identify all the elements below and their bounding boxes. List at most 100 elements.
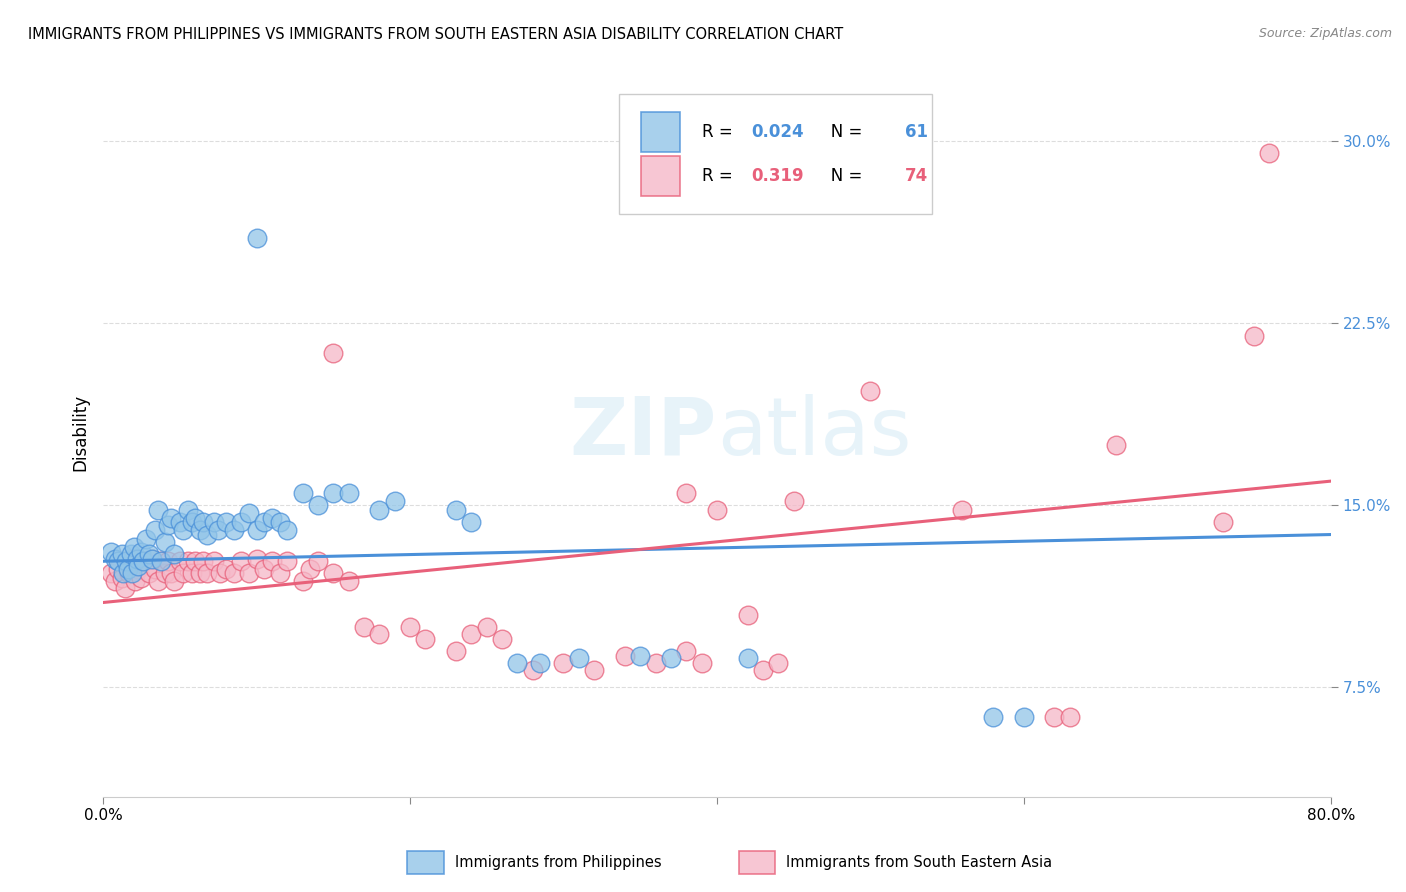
Point (269, 516, 291, 530)
Point (859, 384, 882, 399)
Point (159, 510, 181, 524)
Point (208, 566, 231, 581)
Point (444, 503, 467, 517)
Point (110, 571, 132, 585)
Point (181, 566, 204, 581)
Point (269, 566, 291, 581)
Text: Immigrants from South Eastern Asia: Immigrants from South Eastern Asia (786, 855, 1053, 870)
Point (1258, 146, 1281, 161)
Point (138, 547, 160, 561)
Point (245, 231, 267, 245)
Point (134, 554, 156, 568)
Point (222, 523, 245, 537)
Point (583, 664, 606, 678)
Point (135, 533, 157, 547)
Point (118, 566, 141, 581)
Point (238, 506, 260, 520)
Point (131, 544, 153, 558)
Point (644, 656, 666, 670)
Text: Source: ZipAtlas.com: Source: ZipAtlas.com (1258, 27, 1392, 40)
Text: Immigrants from Philippines: Immigrants from Philippines (456, 855, 662, 870)
Text: atlas: atlas (717, 393, 911, 472)
Point (782, 493, 804, 508)
Point (444, 644, 467, 658)
Point (460, 627, 482, 641)
Point (163, 547, 186, 561)
Point (150, 554, 173, 568)
Point (127, 559, 149, 574)
FancyBboxPatch shape (619, 94, 932, 214)
Point (299, 561, 322, 575)
Point (522, 664, 544, 678)
Point (737, 607, 759, 622)
Point (238, 566, 260, 581)
Point (184, 510, 207, 524)
Point (127, 561, 149, 575)
FancyBboxPatch shape (641, 112, 681, 153)
Point (613, 648, 636, 663)
Text: 0.319: 0.319 (751, 167, 804, 185)
Point (184, 554, 207, 568)
Point (148, 503, 170, 517)
Point (215, 561, 238, 575)
Point (191, 516, 214, 530)
Point (553, 656, 575, 670)
Point (628, 648, 651, 663)
Point (176, 503, 198, 517)
Point (475, 620, 498, 634)
Point (399, 620, 422, 634)
Point (307, 499, 329, 513)
Point (107, 561, 129, 575)
Point (197, 527, 219, 541)
Point (172, 566, 194, 581)
Point (752, 664, 775, 678)
Text: R =: R = (702, 167, 738, 185)
Point (245, 551, 267, 566)
Point (568, 651, 591, 665)
Point (172, 523, 194, 537)
Text: 61: 61 (904, 123, 928, 141)
Point (322, 566, 344, 581)
Point (415, 632, 437, 646)
Point (675, 644, 697, 658)
Point (260, 554, 283, 568)
Point (291, 486, 314, 500)
Point (100, 566, 122, 581)
Point (460, 516, 482, 530)
Point (1059, 709, 1081, 723)
Text: 0.024: 0.024 (751, 123, 804, 141)
Point (191, 554, 214, 568)
Point (153, 534, 176, 549)
Point (163, 574, 186, 588)
Point (1012, 709, 1035, 723)
Point (1043, 709, 1066, 723)
Point (231, 554, 253, 568)
Point (322, 486, 344, 500)
Point (156, 517, 179, 532)
Point (952, 503, 974, 517)
Point (120, 547, 142, 561)
Point (114, 581, 136, 595)
Point (112, 566, 135, 581)
Point (125, 551, 148, 566)
Point (215, 516, 238, 530)
Text: 74: 74 (904, 167, 928, 185)
Point (207, 523, 229, 537)
Point (141, 551, 163, 566)
Point (675, 486, 697, 500)
Point (253, 561, 276, 575)
Point (107, 554, 129, 568)
Point (222, 566, 245, 581)
Point (768, 656, 790, 670)
Text: R =: R = (702, 123, 738, 141)
Point (506, 656, 529, 670)
Point (148, 574, 170, 588)
Point (529, 656, 551, 670)
Y-axis label: Disability: Disability (72, 394, 89, 471)
Point (132, 554, 155, 568)
Text: N =: N = (815, 167, 868, 185)
Point (491, 632, 513, 646)
Point (197, 566, 219, 581)
Point (253, 516, 276, 530)
Point (981, 709, 1004, 723)
